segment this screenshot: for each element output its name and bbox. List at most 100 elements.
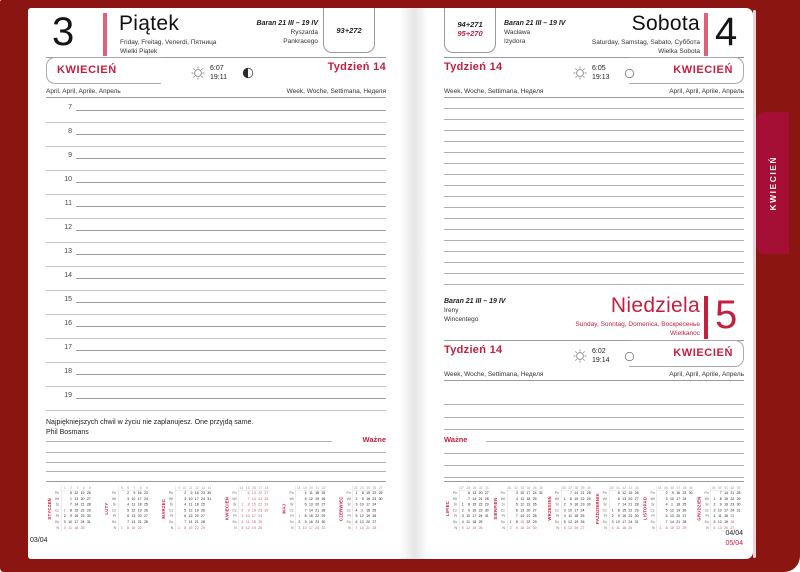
mini-cal-cell: 21 [478, 497, 483, 501]
mini-cal-cell: 6 [127, 514, 130, 519]
mini-cal-row: So 1 8 15 22 29 [498, 519, 544, 525]
mini-cal-cell: 13 [188, 514, 193, 519]
mini-cal-cell: 23 [682, 491, 687, 496]
week-number: 30 [478, 486, 483, 491]
mini-cal-day-label: Pn [554, 491, 559, 496]
week-number: 9 [146, 486, 148, 491]
mini-cal-row: Cz 5 12 19 26 [110, 508, 150, 514]
mini-cal-cell: 19 [315, 497, 320, 501]
mini-cal-row: Śr 1 8 15 22 29 [230, 502, 270, 508]
day-of-year-box: 93+272 [323, 8, 375, 53]
mini-cal-cell: 13 [251, 491, 256, 496]
holiday-note: Wielka Sobota [658, 48, 700, 55]
mini-cal-cell: 22 [676, 526, 681, 530]
mini-cal-cell: 19 [366, 514, 370, 519]
ruled-line [444, 284, 744, 285]
holiday-note: Wielkanoc [670, 330, 700, 337]
mini-cal-cell: 13 [74, 497, 79, 501]
mini-cal-cell: 22 [478, 503, 483, 507]
day-of-year-box: 94+271 95+270 [444, 8, 496, 53]
month-name-box: KWIECIEŃ [629, 57, 744, 84]
mini-cal-day-label: Wt [602, 497, 607, 501]
calendar-separator-rule [444, 481, 744, 482]
week-number: 26 [372, 486, 377, 491]
mini-cal-row: So 7 14 21 28 [648, 519, 694, 525]
mini-cal-cell: 30 [378, 497, 383, 501]
week-number: 29 [472, 486, 477, 491]
mini-cal-cell: 14 [251, 497, 256, 501]
ruled-line [46, 452, 386, 453]
mini-cal-cell: 22 [137, 526, 142, 530]
mini-cal-day-label: N [556, 526, 559, 530]
mini-cal-cell: 27 [372, 520, 377, 524]
mini-cal-cell: 31 [321, 526, 326, 530]
mini-cal-cell: 1 [298, 514, 301, 519]
mini-cal-cell: 20 [258, 491, 263, 496]
mini-cal-day-label: So [289, 520, 294, 524]
mini-cal-cell: 19 [628, 491, 633, 496]
mini-cal-cell: 4 [515, 497, 518, 501]
hour-line [76, 134, 386, 135]
mini-cal-cell: 16 [574, 503, 579, 507]
week-number-label: Tydzień 14 [444, 61, 503, 73]
mini-cal-cell: 4 [563, 514, 566, 519]
mini-cal-cell: 22 [628, 508, 633, 513]
mini-cal-row: So 3 10 17 24 31 [600, 519, 640, 525]
mini-cal-cell: 24 [315, 526, 320, 530]
mini-cal-cell: 15 [622, 508, 627, 513]
mini-cal-row: N 6 13 20 27 [702, 525, 742, 531]
mini-cal-cell: 11 [188, 503, 193, 507]
mini-calendars-jul-dec: LIPIEC 27 28 29 30 31 Pn 6 13 20 27 Wt 7 14 21 28 Śr 1 8 15… [444, 486, 744, 536]
hour-label: 12 [64, 224, 72, 231]
mini-cal-cell: 24 [580, 508, 585, 513]
mini-cal-row: Wt 3 10 17 24 [648, 496, 694, 502]
mini-cal-cell: 8 [515, 520, 518, 524]
mini-cal-row: Pt 6 13 20 27 [648, 514, 694, 520]
hour-line [76, 278, 386, 279]
week-number: 51 [724, 486, 728, 491]
important-label: Ważne [362, 435, 386, 444]
day-of-year-counter: 95+270 [457, 29, 483, 38]
mini-cal-day-label: Wt [452, 497, 457, 501]
week-number: 13 [201, 486, 205, 491]
mini-cal-day-label: So [650, 520, 655, 524]
mini-cal-cell: 20 [724, 526, 728, 530]
mini-cal-cell: 20 [478, 491, 483, 496]
mini-cal-cell: 24 [201, 497, 205, 501]
mini-cal-cell: 9 [671, 491, 674, 496]
week-number [648, 486, 657, 491]
mini-cal-body: 9 10 11 12 13 14 Pn 2 9 16 23 30 Wt 3 10 17 24 31 Śr 4 11 18 2… [167, 486, 213, 532]
mini-cal-cell: 27 [532, 508, 537, 513]
mini-cal-cell: 9 [569, 503, 572, 507]
week-number: 8 [139, 486, 142, 491]
mini-cal-cell: 25 [478, 520, 483, 524]
mini-cal-cell: 14 [131, 520, 136, 524]
mini-cal-cell: 2 [665, 491, 668, 496]
mini-cal-row: Pn 6 13 20 27 [230, 491, 270, 497]
mini-cal-cell: 22 [730, 497, 735, 501]
left-page: 3 Piątek Friday, Freitag, Venerdi, Пятни… [46, 8, 386, 559]
mini-cal-cell: 11 [520, 497, 525, 501]
week-number: 46 [670, 486, 674, 491]
mini-cal-cell: 17 [194, 497, 199, 501]
mini-cal-row: Śr 7 14 21 28 [53, 502, 93, 508]
hour-label: 19 [64, 392, 72, 399]
mini-cal-cell: 17 [676, 497, 681, 501]
week-number: 37 [568, 486, 572, 491]
mini-calendar-strip: LIPIEC 27 28 29 30 31 Pn 6 13 20 27 Wt 7 14 21 28 Śr 1 8 15… [444, 486, 742, 532]
week-number: 50 [718, 486, 722, 491]
mini-cal-cell: 23 [80, 514, 85, 519]
mini-cal-cell: 14 [669, 520, 674, 524]
mini-cal-row: Wt 1 8 15 22 29 [552, 496, 592, 502]
mini-cal-day-label: Cz [232, 508, 237, 513]
mini-cal-day-label: Pn [602, 491, 607, 496]
mini-cal-cell: 4 [184, 503, 187, 507]
mini-cal-cell: 10 [615, 520, 620, 524]
mini-cal-row: Śr 1 8 15 22 29 [451, 502, 491, 508]
zodiac-namedays-block: Baran 21 III – 19 IV Wacława Izydora [504, 19, 565, 46]
mini-cal-cell: 1 [63, 508, 66, 513]
day-name-translations: Friday, Freitag, Venerdi, Пятница [120, 39, 217, 46]
mini-cal-cell: 2 [298, 520, 301, 524]
mini-cal-cell: 25 [321, 491, 326, 496]
week-number: 5 [121, 486, 123, 491]
